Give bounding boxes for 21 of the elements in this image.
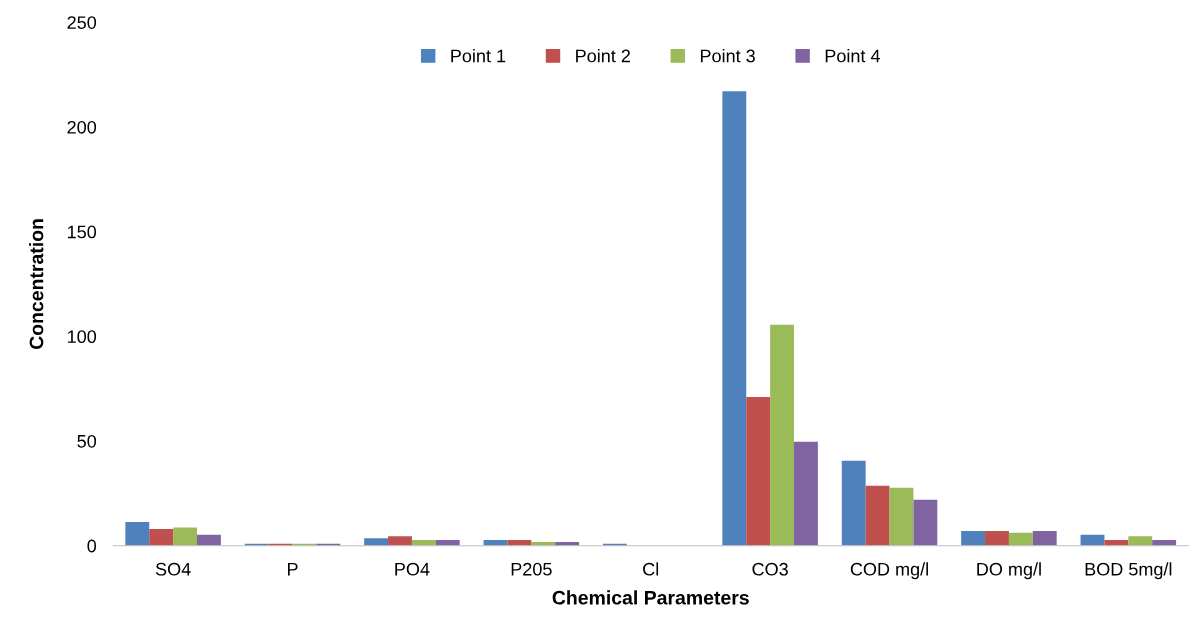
y-tick-label: 200: [67, 120, 97, 134]
y-tick-label: 250: [67, 16, 97, 29]
y-tick-label: 150: [68, 225, 97, 239]
y-tick-label: 50: [77, 434, 97, 448]
legend-label: Point 1: [451, 49, 506, 63]
x-tick-label: COD mg/l: [850, 562, 928, 580]
x-tick-label: CO3: [752, 562, 788, 576]
x-tick-label: P205: [511, 562, 552, 576]
x-tick-label: SO4: [155, 562, 191, 576]
y-tick-label: 100: [68, 330, 97, 344]
legend-label: Point 2: [576, 49, 630, 63]
x-tick-label: Cl: [643, 562, 659, 576]
legend-label: Point 4: [825, 49, 880, 63]
y-tick-label: 0: [87, 539, 97, 553]
x-tick-label: PO4: [395, 562, 430, 576]
y-axis-title: Concentration: [29, 219, 44, 350]
x-axis-title: Chemical Parameters: [552, 590, 749, 605]
x-tick-label: BOD 5mg/l: [1085, 562, 1172, 580]
x-tick-label: P: [287, 563, 298, 576]
legend-label: Point 3: [700, 49, 755, 63]
x-tick-label: DO mg/l: [977, 562, 1041, 580]
